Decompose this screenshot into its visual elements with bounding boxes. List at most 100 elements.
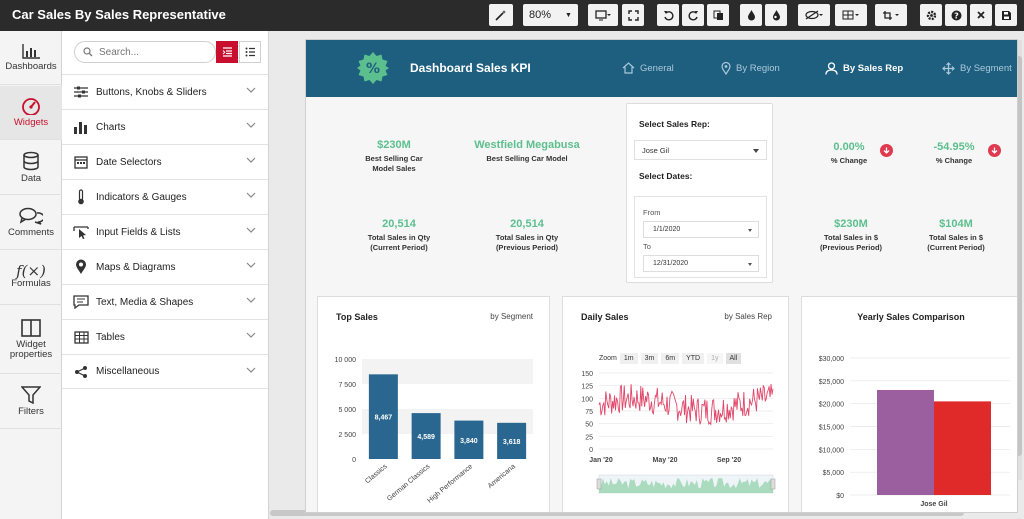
y-tick-label: 0 bbox=[589, 447, 593, 454]
data-label: 8,467 bbox=[375, 415, 393, 422]
to-date-input[interactable]: 12/31/2020 bbox=[643, 255, 759, 272]
from-label: From bbox=[643, 208, 661, 217]
y-tick-label: 125 bbox=[581, 384, 593, 391]
tab-general[interactable]: General bbox=[622, 62, 674, 74]
y-tick-label: 50 bbox=[585, 422, 593, 429]
category-charts[interactable]: Charts bbox=[62, 109, 268, 144]
category-buttons-knobs-sliders[interactable]: Buttons, Knobs & Sliders bbox=[62, 74, 268, 109]
redo-icon[interactable] bbox=[682, 4, 704, 26]
down-arrow-icon bbox=[880, 144, 893, 157]
y-tick-label: $5,000 bbox=[823, 470, 845, 477]
map-pin-icon bbox=[72, 259, 90, 275]
bar bbox=[411, 413, 441, 459]
category-input-fields-lists[interactable]: Input Fields & Lists bbox=[62, 214, 268, 249]
gear-icon[interactable] bbox=[920, 4, 942, 26]
category-label: Buttons, Knobs & Sliders bbox=[96, 86, 207, 98]
funnel-icon bbox=[21, 386, 41, 404]
kpi-value: -54.95% bbox=[933, 141, 975, 153]
category-label: Tables bbox=[96, 331, 125, 343]
detail-view-button[interactable] bbox=[239, 41, 261, 63]
zoom-1y-button[interactable]: 1y bbox=[707, 353, 723, 364]
save-icon[interactable] bbox=[995, 4, 1017, 26]
caret-down-icon bbox=[748, 229, 752, 232]
tab-by-sales-rep[interactable]: By Sales Rep bbox=[825, 62, 903, 75]
home-icon bbox=[622, 62, 635, 74]
horizontal-scrollbar[interactable] bbox=[270, 510, 964, 516]
rail-item-comments[interactable]: Comments bbox=[0, 196, 62, 250]
zoom-select[interactable]: 80% ▼ bbox=[523, 4, 578, 26]
category-maps-diagrams[interactable]: Maps & Diagrams bbox=[62, 249, 268, 284]
help-icon[interactable]: ? bbox=[945, 4, 967, 26]
fullscreen-icon[interactable] bbox=[622, 4, 644, 26]
zoom-all-button[interactable]: All bbox=[725, 353, 742, 364]
vertical-scrollbar[interactable] bbox=[1016, 56, 1022, 456]
category-date-selectors[interactable]: Date Selectors bbox=[62, 144, 268, 179]
chevron-down-icon: ▼ bbox=[565, 11, 572, 19]
category-label: Indicators & Gauges bbox=[96, 191, 187, 203]
rail-item-data[interactable]: Data bbox=[0, 141, 62, 195]
thermometer-icon bbox=[72, 189, 90, 205]
close-icon[interactable] bbox=[970, 4, 992, 26]
badge-text: % bbox=[366, 61, 380, 77]
copy-icon[interactable] bbox=[707, 4, 729, 26]
y-tick-label: 0 bbox=[352, 457, 356, 464]
dashboard-title: Dashboard Sales KPI bbox=[410, 61, 531, 75]
category-indicators-gauges[interactable]: Indicators & Gauges bbox=[62, 179, 268, 214]
category-miscellaneous[interactable]: Miscellaneous bbox=[62, 354, 268, 389]
rail-item-widget-properties[interactable]: Widget properties bbox=[0, 306, 62, 374]
zoom-3m-button[interactable]: 3m bbox=[640, 353, 659, 364]
rail-item-dashboards[interactable]: Dashboards bbox=[0, 31, 62, 85]
visibility-icon[interactable] bbox=[798, 4, 830, 26]
y-tick-label: 10 000 bbox=[335, 357, 357, 364]
gauge-icon bbox=[22, 98, 40, 115]
x-tick-label: Jose Gil bbox=[920, 501, 947, 508]
rail-item-formulas[interactable]: f(×) Formulas bbox=[0, 251, 62, 305]
magic-wand-icon[interactable] bbox=[489, 4, 513, 26]
dashboard-header: % Dashboard Sales KPI General By Region … bbox=[306, 40, 1017, 97]
x-tick-label: May '20 bbox=[652, 457, 677, 464]
y-tick-label: 75 bbox=[585, 409, 593, 416]
search-field[interactable] bbox=[74, 41, 216, 63]
zoom-1m-button[interactable]: 1m bbox=[619, 353, 638, 364]
tab-label: By Sales Rep bbox=[843, 63, 904, 74]
category-text-media-shapes[interactable]: Text, Media & Shapes bbox=[62, 284, 268, 319]
x-tick-label: Americana bbox=[487, 463, 517, 490]
rail-label: Widgets bbox=[13, 117, 49, 128]
y-tick-label: 150 bbox=[581, 371, 593, 378]
kpi-usd-current: $104M Total Sales in $ (Current Period) bbox=[911, 218, 1001, 252]
search-input[interactable] bbox=[99, 46, 199, 58]
y-tick-label: $30,000 bbox=[819, 356, 844, 363]
bar bbox=[877, 389, 934, 495]
list-view-button[interactable] bbox=[216, 41, 238, 63]
bar-chart-icon bbox=[22, 44, 40, 59]
rail-item-filters[interactable]: Filters bbox=[0, 375, 62, 429]
crop-icon[interactable] bbox=[875, 4, 907, 26]
grid-icon[interactable] bbox=[835, 4, 867, 26]
daily-sales-card: Daily Sales by Sales Rep Zoom 1m 3m 6m Y… bbox=[562, 296, 789, 512]
bullet-list-icon bbox=[245, 47, 255, 57]
kpi-value: $230M bbox=[377, 139, 411, 151]
sales-rep-select[interactable]: Jose Gil bbox=[634, 140, 767, 160]
monitor-icon[interactable] bbox=[588, 4, 618, 26]
kpi-pct-change-2: -54.95% % Change bbox=[917, 141, 991, 166]
color-drop-icon[interactable] bbox=[765, 4, 787, 26]
from-date-input[interactable]: 1/1/2020 bbox=[643, 221, 759, 238]
tab-by-region[interactable]: By Region bbox=[721, 62, 780, 75]
zoom-ytd-button[interactable]: YTD bbox=[682, 353, 705, 364]
undo-icon[interactable] bbox=[657, 4, 679, 26]
y-tick-label: 5 000 bbox=[338, 407, 356, 414]
zoom-6m-button[interactable]: 6m bbox=[661, 353, 680, 364]
share-icon bbox=[72, 365, 90, 379]
tab-by-segment[interactable]: By Segment bbox=[942, 62, 1012, 75]
yearly-sales-chart: $0 $5,000 $10,000 $15,000 $20,000 $25,000 $30,… bbox=[819, 356, 1010, 508]
sales-rep-value: Jose Gil bbox=[642, 145, 670, 155]
chevron-down-icon bbox=[246, 262, 256, 268]
rail-item-widgets[interactable]: Widgets bbox=[0, 86, 62, 140]
category-label: Date Selectors bbox=[96, 156, 162, 168]
bar bbox=[497, 422, 527, 459]
category-tables[interactable]: Tables bbox=[62, 319, 268, 354]
navigator-handle-left bbox=[596, 478, 602, 490]
daily-sales-chart: 0 25 50 75 100 125 150 Jan '20 May '20 Sep '20 bbox=[581, 371, 776, 494]
text-media-icon bbox=[72, 295, 90, 309]
fill-drop-icon[interactable] bbox=[740, 4, 762, 26]
